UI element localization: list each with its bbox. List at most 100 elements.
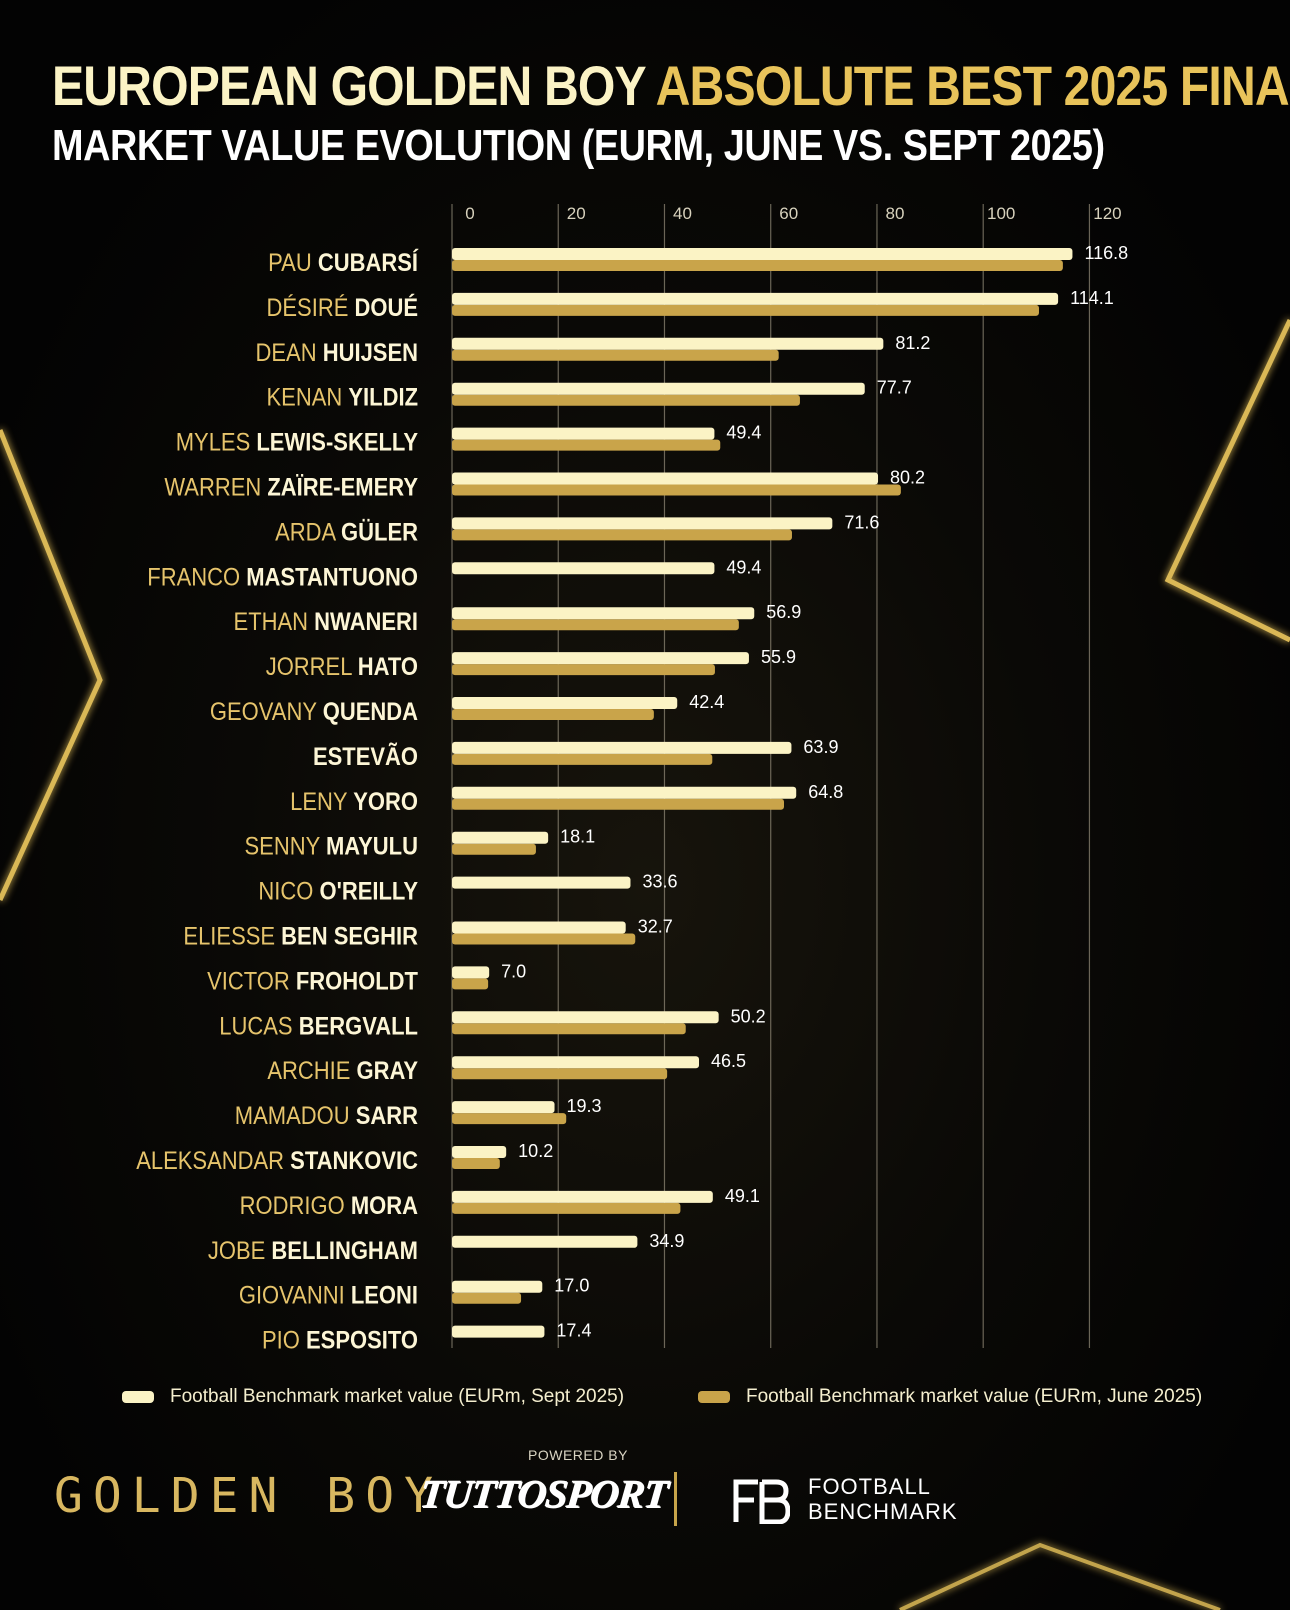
bar-june-2025 (452, 1023, 686, 1035)
player-first-name: GIOVANNI (239, 1281, 351, 1309)
player-first-name: GEOVANY (210, 698, 323, 726)
player-last-name: CUBARSÍ (318, 248, 420, 277)
value-label: 32.7 (638, 917, 673, 937)
player-name-label: JOBE BELLINGHAM (208, 1237, 418, 1265)
value-label: 55.9 (761, 647, 796, 667)
bar-sept-2025 (452, 876, 631, 889)
player-last-name: ESTEVÃO (313, 742, 418, 771)
value-label: 81.2 (895, 333, 930, 353)
bar-sept-2025 (452, 652, 749, 665)
bar-sept-2025 (452, 562, 715, 575)
bar-sept-2025 (452, 786, 797, 799)
player-last-name: YILDIZ (348, 383, 418, 411)
player-last-name: MORA (351, 1192, 418, 1220)
bar-june-2025 (452, 1292, 522, 1304)
bar-june-2025 (452, 484, 901, 496)
bar-sept-2025 (452, 741, 792, 754)
player-first-name: MYLES (176, 428, 257, 456)
football-benchmark-monogram-icon (733, 1479, 790, 1524)
player-name-label: JORREL HATO (266, 653, 418, 681)
value-label: 63.9 (803, 737, 838, 757)
legend-swatch-sept (122, 1391, 154, 1403)
value-label: 49.1 (725, 1186, 760, 1206)
bar-sept-2025 (452, 966, 490, 979)
bar-june-2025 (452, 304, 1039, 316)
player-last-name: LEONI (351, 1281, 418, 1309)
bar-chart: 0 20 40 60 80 100 120 PAU CUBARSÍ 116.8 DÉSIRÉ DO… (136, 204, 1128, 1354)
bar-sept-2025 (452, 472, 879, 485)
bar-sept-2025 (452, 1056, 700, 1069)
player-name-label: MYLES LEWIS-SKELLY (176, 428, 419, 456)
bar-june-2025 (452, 619, 739, 631)
bar-sept-2025 (452, 1011, 719, 1024)
player-name-label: LENY YORO (290, 788, 418, 816)
left-star-edge (0, 429, 103, 902)
player-name-label: GEOVANY QUENDA (210, 698, 418, 726)
value-label: 49.4 (726, 423, 761, 443)
player-first-name: FRANCO (147, 563, 246, 591)
bar-sept-2025 (452, 427, 715, 440)
bar-sept-2025 (452, 382, 865, 395)
x-tick-label: 120 (1093, 204, 1121, 223)
bar-sept-2025 (452, 607, 755, 620)
player-name-label: WARREN ZAÏRE-EMERY (164, 473, 418, 501)
player-name-label: ESTEVÃO (313, 742, 418, 771)
bar-sept-2025 (452, 1235, 638, 1248)
bar-sept-2025 (452, 1101, 555, 1114)
player-last-name: HUIJSEN (323, 339, 418, 367)
player-last-name: BELLINGHAM (271, 1237, 418, 1265)
player-first-name: ALEKSANDAR (136, 1147, 290, 1175)
player-first-name: ARDA (275, 518, 341, 546)
player-name-label: ARDA GÜLER (275, 518, 418, 546)
bar-june-2025 (452, 1113, 567, 1125)
legend-label-sept: Football Benchmark market value (EURm, S… (170, 1386, 625, 1407)
golden-boy-logo: GOLDEN BOY (54, 1468, 443, 1524)
player-name-label: DÉSIRÉ DOUÉ (267, 293, 418, 322)
player-name-label: FRANCO MASTANTUONO (147, 563, 418, 591)
x-tick-label: 80 (885, 204, 904, 223)
bar-sept-2025 (452, 831, 549, 844)
value-label: 19.3 (567, 1096, 602, 1116)
player-first-name: JORREL (266, 653, 358, 681)
fb-logo-line-1: FOOTBALL (808, 1474, 931, 1499)
player-first-name: NICO (258, 877, 319, 905)
player-name-label: ETHAN NWANERI (234, 608, 418, 636)
bar-june-2025 (452, 753, 713, 765)
bar-june-2025 (452, 709, 654, 720)
bar-june-2025 (452, 978, 489, 990)
player-name-label: NICO O'REILLY (258, 877, 418, 905)
player-first-name: ELIESSE (183, 922, 281, 950)
player-first-name: WARREN (164, 473, 267, 501)
player-first-name: JOBE (208, 1237, 272, 1265)
player-name-label: DEAN HUIJSEN (256, 339, 418, 367)
player-last-name: DOUÉ (354, 293, 418, 322)
bar-sept-2025 (452, 248, 1073, 260)
x-tick-label: 60 (779, 204, 798, 223)
player-name-label: ALEKSANDAR STANKOVIC (136, 1147, 418, 1175)
value-label: 46.5 (711, 1051, 746, 1071)
player-last-name: GÜLER (341, 518, 418, 546)
player-last-name: O'REILLY (320, 877, 419, 905)
player-last-name: ESPOSITO (306, 1326, 418, 1354)
player-first-name: DÉSIRÉ (267, 294, 355, 322)
player-first-name: SENNY (245, 832, 326, 860)
legend-label-june: Football Benchmark market value (EURm, J… (746, 1386, 1203, 1407)
player-last-name: BEN SEGHIR (281, 922, 418, 950)
legend-swatch-june (698, 1391, 730, 1403)
player-name-label: KENAN YILDIZ (267, 383, 418, 411)
right-star-edge (1164, 318, 1290, 643)
bar-june-2025 (452, 394, 800, 406)
bar-june-2025 (452, 1202, 681, 1214)
player-name-label: ARCHIE GRAY (267, 1057, 418, 1085)
player-name-label: VICTOR FROHOLDT (207, 967, 418, 995)
player-last-name: NWANERI (314, 608, 418, 636)
player-first-name: MAMADOU (235, 1102, 356, 1130)
legend-item-sept: Football Benchmark market value (EURm, S… (122, 1386, 624, 1408)
player-last-name: QUENDA (323, 698, 418, 726)
bar-sept-2025 (452, 1146, 507, 1158)
player-first-name: RODRIGO (240, 1192, 351, 1220)
player-name-label: PIO ESPOSITO (262, 1326, 418, 1354)
player-last-name: BERGVALL (299, 1012, 418, 1040)
bar-sept-2025 (452, 697, 678, 709)
